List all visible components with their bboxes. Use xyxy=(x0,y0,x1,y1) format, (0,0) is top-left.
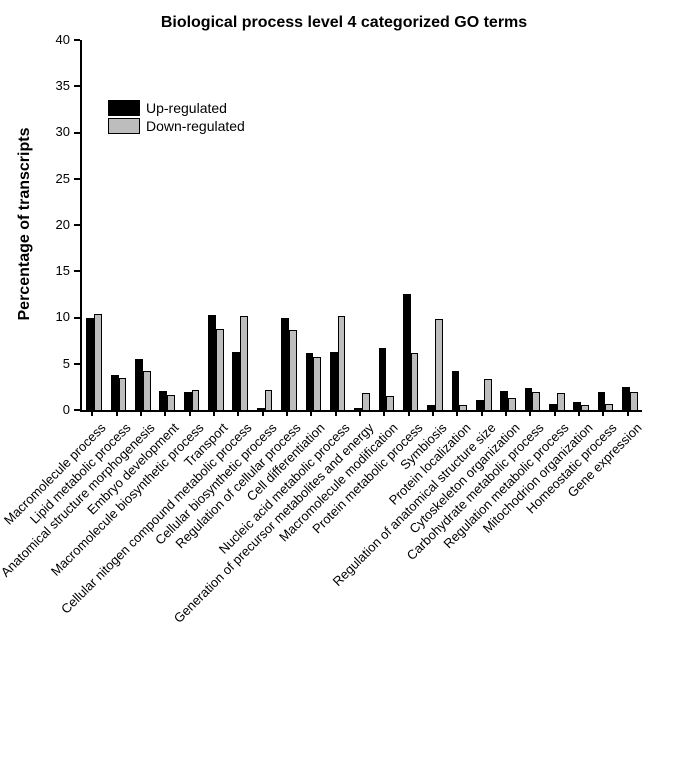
x-tick-mark xyxy=(505,410,507,416)
y-tick-mark xyxy=(74,85,80,87)
x-tick-mark xyxy=(164,410,166,416)
chart-title: Biological process level 4 categorized G… xyxy=(0,14,688,32)
y-tick-label: 25 xyxy=(40,171,70,186)
bar xyxy=(119,378,127,410)
bar xyxy=(386,396,394,410)
y-tick-mark xyxy=(74,409,80,411)
x-tick-mark xyxy=(554,410,556,416)
bar xyxy=(573,402,581,410)
bar xyxy=(452,371,460,410)
x-tick-mark xyxy=(383,410,385,416)
y-tick-mark xyxy=(74,317,80,319)
bar xyxy=(208,315,216,410)
bar xyxy=(532,392,540,411)
bar xyxy=(605,404,613,410)
y-tick-label: 5 xyxy=(40,356,70,371)
x-tick-mark xyxy=(116,410,118,416)
x-tick-mark xyxy=(408,410,410,416)
bar xyxy=(411,353,419,410)
bar xyxy=(484,379,492,410)
bar xyxy=(362,393,370,410)
x-tick-mark xyxy=(335,410,337,416)
x-tick-mark xyxy=(310,410,312,416)
y-tick-label: 35 xyxy=(40,78,70,93)
x-tick-mark xyxy=(91,410,93,416)
bar xyxy=(135,359,143,410)
bar xyxy=(403,294,411,410)
bar xyxy=(313,357,321,410)
bar xyxy=(330,352,338,410)
legend-swatch xyxy=(108,118,140,134)
y-tick-mark xyxy=(74,132,80,134)
y-tick-label: 15 xyxy=(40,263,70,278)
x-tick-mark xyxy=(262,410,264,416)
x-tick-mark xyxy=(456,410,458,416)
x-tick-mark xyxy=(286,410,288,416)
y-tick-label: 30 xyxy=(40,124,70,139)
y-tick-label: 10 xyxy=(40,309,70,324)
x-tick-mark xyxy=(627,410,629,416)
y-tick-label: 20 xyxy=(40,217,70,232)
legend-label: Up-regulated xyxy=(146,100,227,116)
x-tick-mark xyxy=(432,410,434,416)
x-tick-mark xyxy=(481,410,483,416)
bar xyxy=(459,405,467,410)
bar xyxy=(622,387,630,410)
bar xyxy=(240,316,248,410)
x-tick-mark xyxy=(529,410,531,416)
bar xyxy=(598,392,606,410)
bar xyxy=(557,393,565,410)
y-tick-mark xyxy=(74,39,80,41)
x-tick-mark xyxy=(578,410,580,416)
legend-swatch xyxy=(108,100,140,116)
bar xyxy=(525,388,533,410)
x-tick-mark xyxy=(359,410,361,416)
bar xyxy=(143,371,151,410)
y-tick-mark xyxy=(74,363,80,365)
x-tick-mark xyxy=(140,410,142,416)
bar xyxy=(379,348,387,410)
bar xyxy=(216,329,224,410)
bar xyxy=(581,405,589,410)
chart-container: Biological process level 4 categorized G… xyxy=(0,0,688,777)
legend-item: Up-regulated xyxy=(108,100,245,116)
y-tick-label: 40 xyxy=(40,32,70,47)
bar xyxy=(232,352,240,410)
bar xyxy=(476,400,484,410)
y-tick-label: 0 xyxy=(40,402,70,417)
bar xyxy=(167,395,175,410)
bar xyxy=(508,398,516,410)
y-tick-mark xyxy=(74,270,80,272)
y-tick-mark xyxy=(74,224,80,226)
bar xyxy=(94,314,102,410)
bar xyxy=(289,330,297,410)
bar xyxy=(192,390,200,410)
x-tick-mark xyxy=(602,410,604,416)
plot-area xyxy=(80,40,642,412)
bar xyxy=(281,318,289,411)
y-tick-mark xyxy=(74,178,80,180)
bar xyxy=(630,392,638,410)
bar xyxy=(86,318,94,411)
bar xyxy=(306,353,314,410)
bar xyxy=(159,391,167,410)
legend-label: Down-regulated xyxy=(146,118,245,134)
x-tick-mark xyxy=(237,410,239,416)
bar xyxy=(435,319,443,410)
x-tick-mark xyxy=(213,410,215,416)
x-tick-mark xyxy=(189,410,191,416)
legend: Up-regulated Down-regulated xyxy=(108,100,245,136)
legend-item: Down-regulated xyxy=(108,118,245,134)
y-axis-label: Percentage of transcripts xyxy=(16,99,34,349)
bar xyxy=(184,392,192,410)
bar xyxy=(338,316,346,410)
bar xyxy=(265,390,273,410)
bar xyxy=(111,375,119,410)
bar xyxy=(500,391,508,410)
